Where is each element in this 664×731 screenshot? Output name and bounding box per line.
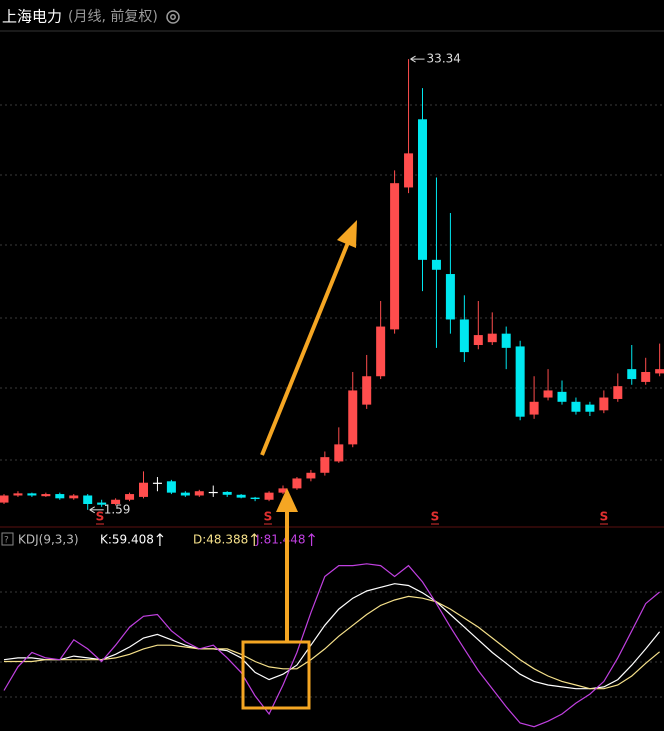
candle-body — [152, 482, 162, 484]
candle-body — [306, 472, 316, 479]
candle-body — [97, 502, 107, 505]
candle-body — [473, 335, 483, 346]
kdj-line — [4, 595, 660, 690]
candle-body — [571, 401, 581, 412]
stock-name: 上海电力 — [2, 8, 62, 26]
kdj-line — [3, 583, 661, 690]
candle-body — [431, 259, 441, 270]
candle-body — [180, 492, 190, 496]
settings-icon[interactable] — [166, 10, 180, 24]
max-label: 33.34 — [427, 52, 461, 66]
candle-body — [557, 391, 567, 402]
legend-label: K:59.408 — [100, 533, 154, 547]
candle-body — [362, 376, 372, 405]
candle-body — [599, 397, 609, 411]
min-label: 1.59 — [104, 502, 131, 516]
grid — [0, 104, 664, 698]
candle-body — [348, 390, 358, 445]
legend-arrow — [156, 533, 164, 546]
candle-body — [585, 404, 595, 412]
signal-marker: S — [96, 510, 105, 524]
candle-body — [334, 444, 344, 462]
candle-body — [194, 491, 204, 496]
gear[interactable] — [166, 10, 180, 24]
candle-body — [487, 333, 497, 343]
candle-body — [41, 494, 51, 497]
candle-body — [222, 491, 232, 495]
candle-body — [529, 401, 539, 415]
help-icon[interactable]: ? — [4, 536, 9, 546]
help-box[interactable] — [1, 532, 14, 546]
candle-body — [655, 369, 664, 374]
candle-body — [83, 495, 93, 505]
candle-body — [139, 482, 148, 497]
signal-marker: S — [600, 510, 609, 524]
max-arrowhead — [410, 55, 416, 63]
candle-body — [641, 371, 651, 382]
candle-body — [404, 153, 414, 188]
gear-center[interactable] — [170, 14, 176, 20]
candle-body — [264, 492, 274, 500]
legend-arrow — [250, 533, 258, 546]
candle-body — [613, 386, 623, 399]
candle-body — [543, 390, 553, 398]
candle-body — [55, 494, 65, 499]
period-label: (月线, 前复权) — [68, 8, 158, 25]
candle-body — [501, 333, 511, 348]
legend-label: J:81.448 — [255, 533, 306, 547]
candle-body — [208, 491, 218, 494]
candle-body — [459, 319, 469, 353]
legend-arrow — [308, 533, 316, 546]
signal-marker: S — [264, 510, 273, 524]
candle-body — [627, 369, 637, 380]
candle-body — [0, 495, 9, 503]
candle-body — [125, 494, 135, 500]
candle-body — [69, 495, 79, 499]
candle-body — [13, 493, 23, 496]
candle-body — [320, 457, 330, 473]
annotation-arrowhead — [337, 220, 357, 248]
candle-body — [515, 346, 525, 417]
candle-body — [418, 119, 427, 260]
candle-body — [111, 499, 121, 505]
candle-body — [390, 183, 400, 330]
annotation-box — [241, 640, 311, 710]
kdj-line — [3, 563, 660, 728]
legend-label: D:48.388 — [193, 533, 248, 547]
signal-marker: S — [431, 510, 440, 524]
annotation-arrow — [260, 239, 351, 456]
candle-body — [278, 488, 288, 493]
min-arrowhead — [89, 506, 95, 514]
annotation-arrowhead — [276, 488, 298, 512]
candle-body — [236, 494, 246, 498]
candle-body — [166, 481, 176, 493]
candle-body — [376, 326, 386, 377]
candle-body — [27, 493, 37, 496]
candle-body — [292, 478, 302, 489]
candle-body — [250, 497, 260, 500]
candle-body — [445, 274, 455, 320]
indicator-title: KDJ(9,3,3) — [18, 533, 79, 547]
